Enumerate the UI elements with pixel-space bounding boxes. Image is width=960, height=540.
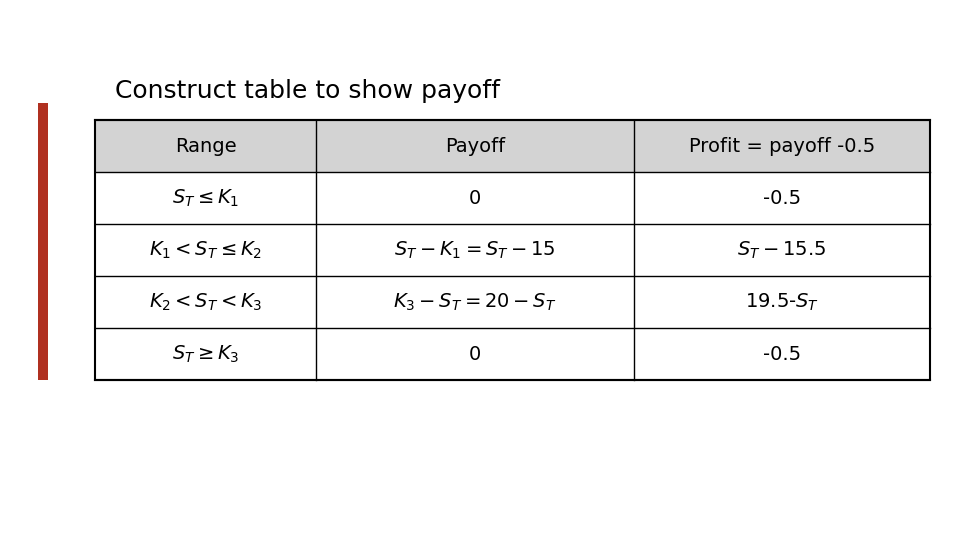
Text: $K_3 - S_T = 20 - S_T$: $K_3 - S_T = 20 - S_T$ [394,292,557,313]
Text: Payoff: Payoff [444,137,505,156]
Bar [38,103,48,380]
Text: $S_T \geq K_3$: $S_T \geq K_3$ [172,343,239,364]
Text: Construct table to show payoff: Construct table to show payoff [115,79,500,103]
Bar [95,120,930,172]
Text: $S_T \leq K_1$: $S_T \leq K_1$ [172,187,239,208]
Text: $K_1 < S_T \leq K_2$: $K_1 < S_T \leq K_2$ [149,239,262,261]
Text: $S_T - 15.5$: $S_T - 15.5$ [737,239,827,261]
Text: $K_2 < S_T < K_3$: $K_2 < S_T < K_3$ [149,292,262,313]
Text: -0.5: -0.5 [763,345,801,363]
Text: $19.5\text{-}S_T$: $19.5\text{-}S_T$ [745,292,819,313]
Text: -0.5: -0.5 [763,188,801,207]
Bar [95,120,930,380]
Text: 0: 0 [468,188,481,207]
Text: $S_T - K_1 = S_T - 15$: $S_T - K_1 = S_T - 15$ [395,239,556,261]
Text: Range: Range [175,137,236,156]
Text: Profit = payoff -0.5: Profit = payoff -0.5 [688,137,875,156]
Text: 0: 0 [468,345,481,363]
